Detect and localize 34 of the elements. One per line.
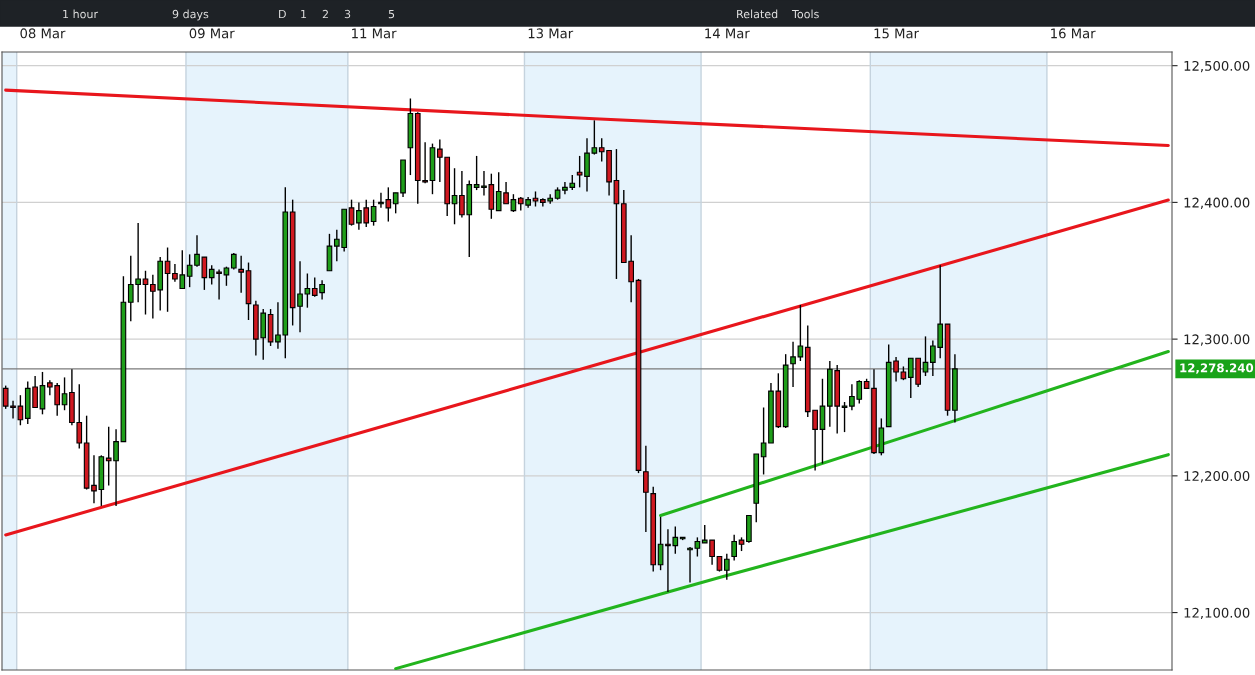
x-tick-label: 16 Mar [1051, 28, 1096, 39]
candlestick [39, 371, 46, 416]
text: Related [737, 9, 778, 19]
candlestick [819, 378, 826, 465]
y-tick-label: 12,300.00 [1184, 334, 1250, 346]
text: 1 hour [63, 9, 99, 19]
candlestick [841, 401, 848, 433]
x-tick-label: 11 Mar [352, 28, 397, 39]
candlestick [370, 198, 377, 227]
x-tick-label: 08 Mar [20, 28, 66, 39]
x-tick-label: 15 Mar [874, 28, 919, 39]
ref-line-label: 12,278.240 [1180, 363, 1254, 374]
x-tick-label: 14 Mar [705, 28, 750, 39]
x-tick-label: 13 Mar [528, 28, 574, 39]
text: Tools [791, 9, 819, 19]
text: D [279, 9, 286, 19]
text: 9 days [172, 9, 209, 21]
candlestick [61, 376, 68, 411]
text: 2 [322, 9, 328, 19]
candlestick [643, 445, 649, 533]
candlestick [348, 198, 355, 227]
text: 1 [301, 9, 307, 19]
candlestick [238, 255, 244, 294]
candlestick [723, 553, 730, 581]
y-tick-label: 12,200.00 [1184, 471, 1250, 483]
candlestick [731, 533, 738, 562]
text: 5 [388, 9, 395, 19]
x-tick-label: 09 Mar [189, 28, 235, 39]
candlestick [922, 335, 929, 377]
candlestick [142, 270, 149, 316]
y-tick-label: 12,500.00 [1184, 60, 1250, 73]
text: 3 [344, 9, 351, 19]
y-tick-label: 12,100.00 [1184, 607, 1250, 620]
y-tick-label: 12,400.00 [1184, 197, 1250, 209]
